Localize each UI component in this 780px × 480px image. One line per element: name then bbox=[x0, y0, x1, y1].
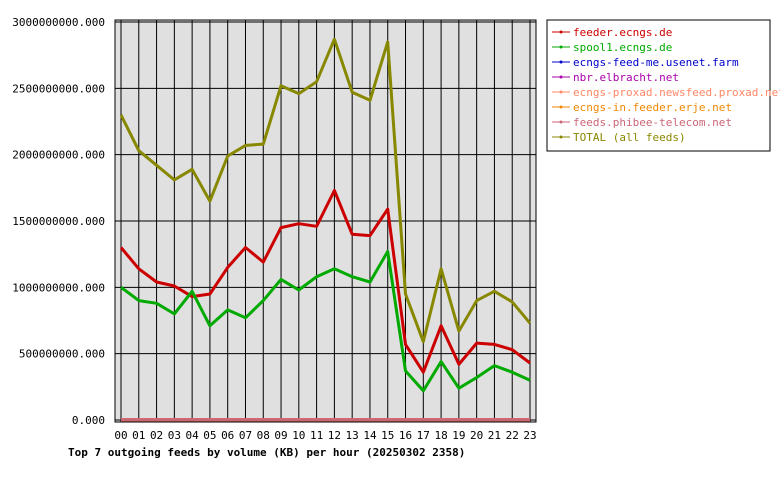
legend-swatch-marker bbox=[559, 120, 563, 124]
legend-label: ecngs-in.feeder.erje.net bbox=[573, 101, 732, 114]
x-tick-label: 10 bbox=[292, 429, 305, 442]
x-tick-label: 12 bbox=[328, 429, 341, 442]
legend-swatch-marker bbox=[559, 75, 563, 79]
y-tick-label: 500000000.000 bbox=[19, 348, 105, 361]
legend-label: ecngs-feed-me.usenet.farm bbox=[573, 56, 739, 69]
series-line bbox=[119, 37, 532, 344]
x-tick-label: 16 bbox=[399, 429, 412, 442]
legend-label: spool1.ecngs.de bbox=[573, 41, 672, 54]
y-tick-label: 0.000 bbox=[72, 414, 105, 427]
legend-swatch-marker bbox=[559, 60, 563, 64]
x-tick-label: 11 bbox=[310, 429, 323, 442]
series-line bbox=[120, 250, 531, 393]
x-tick-label: 19 bbox=[452, 429, 465, 442]
x-tick-label: 17 bbox=[417, 429, 430, 442]
x-tick-label: 22 bbox=[506, 429, 519, 442]
x-tick-label: 02 bbox=[150, 429, 163, 442]
chart-title: Top 7 outgoing feeds by volume (KB) per … bbox=[68, 446, 465, 459]
y-tick-label: 3000000000.000 bbox=[12, 16, 105, 29]
legend-label: nbr.elbracht.net bbox=[573, 71, 679, 84]
legend-swatch-marker bbox=[559, 30, 563, 34]
x-tick-label: 04 bbox=[186, 429, 200, 442]
y-tick-label: 2000000000.000 bbox=[12, 149, 105, 162]
x-tick-label: 20 bbox=[470, 429, 483, 442]
x-tick-label: 06 bbox=[221, 429, 234, 442]
x-tick-label: 21 bbox=[488, 429, 501, 442]
legend-label: ecngs-proxad.newsfeed.proxad.net bbox=[573, 86, 780, 99]
x-tick-label: 13 bbox=[346, 429, 359, 442]
y-tick-label: 1000000000.000 bbox=[12, 281, 105, 294]
x-tick-label: 14 bbox=[363, 429, 377, 442]
legend: feeder.ecngs.de spool1.ecngs.de ecngs-feed… bbox=[546, 19, 780, 152]
y-axis-ticks: 0.000 500000000.000 1000000000.000 15000000… bbox=[12, 16, 105, 427]
x-tick-label: 00 bbox=[114, 429, 127, 442]
legend-label: feeds.phibee-telecom.net bbox=[573, 116, 732, 129]
legend-box bbox=[546, 19, 771, 152]
y-tick-label: 2500000000.000 bbox=[12, 82, 105, 95]
legend-swatch-marker bbox=[559, 90, 563, 94]
x-tick-label: 03 bbox=[168, 429, 181, 442]
x-tick-label: 09 bbox=[274, 429, 287, 442]
x-tick-label: 01 bbox=[132, 429, 145, 442]
x-tick-label: 05 bbox=[203, 429, 216, 442]
series-lines bbox=[119, 37, 532, 422]
x-tick-label: 07 bbox=[239, 429, 252, 442]
x-tick-label: 08 bbox=[257, 429, 270, 442]
legend-label: TOTAL (all feeds) bbox=[573, 131, 686, 144]
x-axis-ticks: 00 01 02 03 04 05 06 07 08 09 10 11 12 13 14 15 16 17 18 19… bbox=[114, 429, 536, 442]
legend-swatch-marker bbox=[559, 105, 563, 109]
x-tick-label: 18 bbox=[434, 429, 447, 442]
legend-label: feeder.ecngs.de bbox=[573, 26, 672, 39]
legend-swatch-marker bbox=[559, 45, 563, 49]
y-tick-label: 1500000000.000 bbox=[12, 215, 105, 228]
legend-swatch-marker bbox=[559, 135, 563, 139]
x-tick-label: 23 bbox=[523, 429, 536, 442]
x-tick-label: 15 bbox=[381, 429, 394, 442]
plot-frame bbox=[114, 19, 537, 423]
